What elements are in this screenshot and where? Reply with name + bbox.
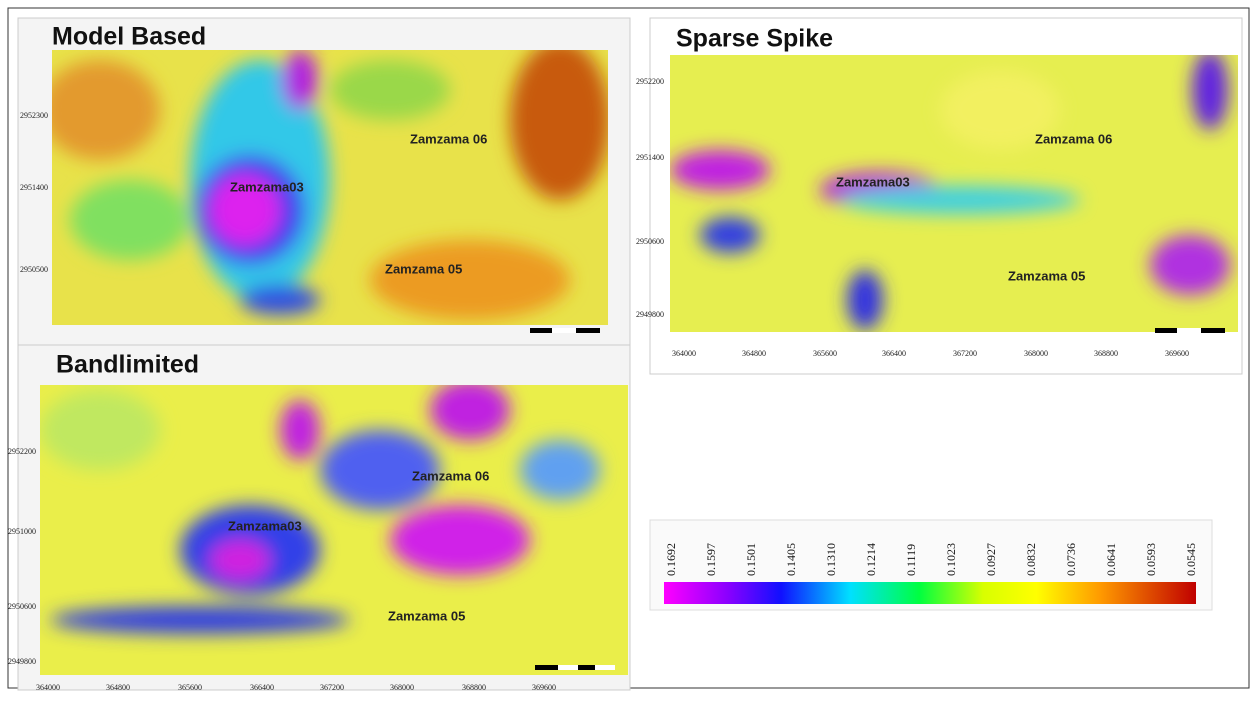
colorbar-label: 0.1310 [824,543,838,576]
well-label: Zamzama 05 [388,608,465,623]
x-tick-label: 368000 [1024,349,1048,358]
colorbar-label: 0.1119 [904,544,918,576]
well-label: Zamzama 06 [1035,131,1112,146]
x-tick-label: 365600 [813,349,837,358]
y-tick-label: 2952200 [636,77,664,86]
heatmap [40,380,628,675]
colorbar-label: 0.0545 [1184,543,1198,576]
y-tick-label: 2949800 [636,310,664,319]
heatmap [40,40,610,325]
x-tick-label: 366400 [882,349,906,358]
y-tick-label: 2952200 [8,447,36,456]
colorbar-label: 0.0832 [1024,543,1038,576]
scale-bar [530,328,1225,670]
y-tick-label: 2951400 [20,183,48,192]
well-label: Zamzama 06 [410,131,487,146]
colorbar-label: 0.1214 [864,543,878,576]
colorbar-label: 0.1405 [784,543,798,576]
y-tick-label: 2950500 [20,265,48,274]
x-tick-label: 369600 [532,683,556,692]
well-label: Zamzama 05 [1008,268,1085,283]
colorbar-label: 0.0641 [1104,543,1118,576]
colorbar-label: 0.0927 [984,543,998,576]
figure: Model Based Zamzama 06 Zamzama03 Zamzama 05… [0,0,1257,696]
panel-title: Bandlimited [56,351,199,379]
x-tick-label: 365600 [178,683,202,692]
panel-title: Model Based [52,23,206,51]
x-tick-label: 368800 [1094,349,1118,358]
colorbar-label: 0.0736 [1064,543,1078,576]
x-tick-label: 368800 [462,683,486,692]
well-label: Zamzama03 [836,174,910,189]
y-tick-label: 2951000 [8,527,36,536]
colorbar-label: 0.1597 [704,543,718,576]
y-tick-label: 2950600 [636,237,664,246]
well-label: Zamzama 05 [385,261,462,276]
x-tick-label: 368000 [390,683,414,692]
y-tick-label: 2952300 [20,111,48,120]
colorbar-label: 0.1501 [744,543,758,576]
x-tick-label: 369600 [1165,349,1189,358]
colorbar-label: 0.0593 [1144,543,1158,576]
x-tick-label: 367200 [320,683,344,692]
colorbar [664,582,1196,604]
well-label: Zamzama 06 [412,468,489,483]
x-tick-label: 364800 [742,349,766,358]
well-label: Zamzama03 [228,518,302,533]
y-tick-label: 2951400 [636,153,664,162]
x-tick-label: 366400 [250,683,274,692]
x-tick-label: 364000 [672,349,696,358]
colorbar-label: 0.1023 [944,543,958,576]
well-label: Zamzama03 [230,179,304,194]
x-tick-label: 364000 [36,683,60,692]
panel-title: Sparse Spike [676,25,833,53]
x-tick-label: 367200 [953,349,977,358]
x-tick-label: 364800 [106,683,130,692]
y-tick-label: 2950600 [8,602,36,611]
colorbar-label: 0.1692 [664,543,678,576]
heatmap [670,50,1238,332]
y-tick-label: 2949800 [8,657,36,666]
